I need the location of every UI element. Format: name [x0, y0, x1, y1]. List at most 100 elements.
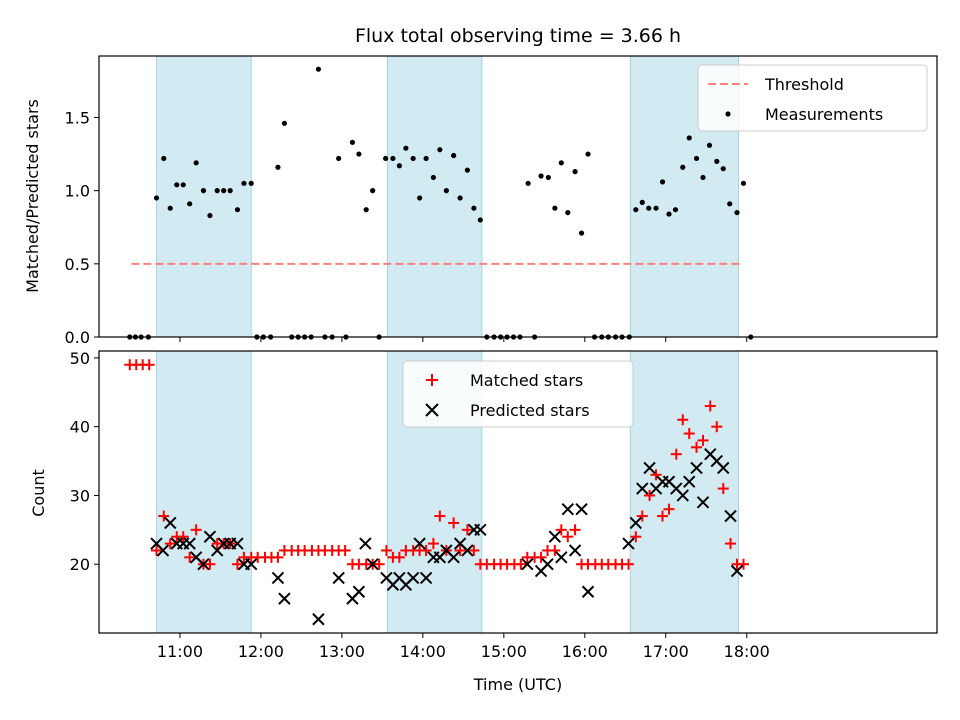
predicted-star-point	[676, 489, 689, 502]
matched-star-point	[143, 359, 155, 371]
measurement-point	[545, 174, 551, 181]
measurement-point	[234, 207, 241, 213]
measurement-point	[451, 152, 457, 159]
predicted-star-point	[231, 537, 244, 550]
measurement-point	[443, 188, 449, 194]
predicted-star-point	[541, 558, 554, 571]
measurement-point	[686, 135, 692, 141]
matched-star-point	[704, 400, 716, 412]
matched-star-point	[150, 544, 162, 556]
measurement-point	[227, 188, 233, 194]
predicted-star-point	[332, 571, 345, 585]
matched-star-point	[448, 517, 460, 529]
predicted-star-point	[366, 558, 379, 571]
matched-star-point	[454, 544, 466, 556]
matched-star-point	[677, 414, 689, 426]
chart-title: Flux total observing time = 3.66 h	[355, 25, 681, 47]
predicted-star-point	[581, 585, 595, 598]
legend-measurements-swatch	[725, 111, 731, 117]
predicted-star-point	[636, 482, 649, 495]
measurement-point	[390, 155, 396, 162]
predicted-star-point	[406, 571, 420, 585]
measurement-point	[659, 179, 666, 185]
measurement-point	[437, 147, 443, 153]
bottom-y-tick-label: 20	[70, 555, 90, 574]
matched-star-point	[657, 510, 669, 522]
top-legend-box	[697, 64, 928, 132]
predicted-star-point	[683, 475, 696, 488]
measurement-point	[565, 209, 571, 216]
matched-star-point	[158, 510, 170, 522]
top-panel: 0.0 0.5 1.0 1.5 Flux total observing time =…	[23, 25, 938, 347]
matched-star-point	[177, 531, 189, 543]
matched-star-point	[691, 441, 703, 453]
measurement-point	[193, 160, 199, 166]
measurement-points	[127, 66, 754, 340]
predicted-star-point	[717, 461, 730, 475]
predicted-star-point	[521, 558, 534, 571]
predicted-star-point	[183, 537, 196, 550]
predicted-star-point	[156, 544, 170, 557]
matched-star-point	[461, 524, 473, 536]
predicted-star-point	[555, 551, 568, 564]
predicted-star-point	[203, 530, 217, 543]
predicted-stars-points	[150, 447, 744, 626]
top-axes-frame	[98, 55, 938, 338]
bottom-y-tick-label: 50	[70, 349, 90, 368]
measurement-point	[680, 164, 686, 170]
bottom-shaded-interval-2	[629, 350, 739, 634]
bottom-x-tick-label: 16:00	[562, 642, 608, 661]
measurement-point	[477, 217, 483, 223]
measurement-point	[349, 139, 356, 145]
measurement-point	[700, 174, 706, 181]
measurement-point	[471, 205, 477, 211]
bottom-x-ticks: 11:00 12:00 13:00 14:00 15:00 16:00 17:00 18:00	[157, 633, 770, 661]
predicted-star-point	[575, 502, 588, 516]
measurement-point	[396, 163, 402, 169]
matched-star-point	[184, 551, 196, 563]
top-shaded-interval-1	[386, 55, 483, 338]
top-shaded-interval-0	[156, 55, 252, 338]
predicted-star-point	[474, 523, 487, 537]
top-shaded-intervals	[156, 55, 739, 338]
matched-star-point	[623, 558, 635, 570]
legend-predicted-swatch	[425, 403, 439, 417]
matched-star-point	[555, 524, 567, 536]
predicted-star-point	[724, 509, 737, 523]
bottom-y-ticks: 20 30 40 50	[70, 349, 99, 574]
predicted-star-point	[312, 613, 325, 626]
predicted-star-point	[413, 537, 426, 550]
measurement-point	[633, 207, 639, 213]
matched-star-point	[562, 531, 574, 543]
matched-star-point	[549, 544, 561, 556]
measurement-point	[727, 201, 733, 207]
predicted-star-point	[352, 585, 366, 598]
predicted-star-point	[622, 537, 635, 550]
legend-matched-swatch	[426, 374, 438, 386]
legend-measurements-label: Measurements	[765, 105, 883, 124]
bottom-shaded-intervals	[156, 350, 739, 634]
predicted-star-point	[461, 544, 474, 557]
predicted-star-point	[568, 544, 582, 557]
matched-star-point	[535, 551, 547, 563]
measurement-point	[558, 160, 564, 166]
top-y-tick-label: 1.0	[65, 182, 90, 201]
measurement-point	[214, 188, 220, 194]
predicted-star-point	[561, 502, 575, 516]
matched-star-point	[190, 524, 202, 536]
matched-star-point	[725, 538, 737, 550]
matched-star-point	[670, 448, 682, 460]
measurement-point	[646, 205, 652, 211]
measurement-point	[552, 205, 558, 211]
measurement-point	[538, 173, 544, 179]
top-y-tick-label: 0.5	[65, 255, 90, 274]
predicted-star-point	[696, 496, 710, 509]
measurement-point	[200, 188, 207, 194]
measurement-point	[464, 167, 470, 173]
measurement-point	[740, 180, 747, 186]
measurement-point	[187, 201, 193, 207]
x-axis-label: Time (UTC)	[473, 675, 562, 694]
measurement-point	[457, 195, 463, 201]
measurement-point	[207, 212, 213, 219]
